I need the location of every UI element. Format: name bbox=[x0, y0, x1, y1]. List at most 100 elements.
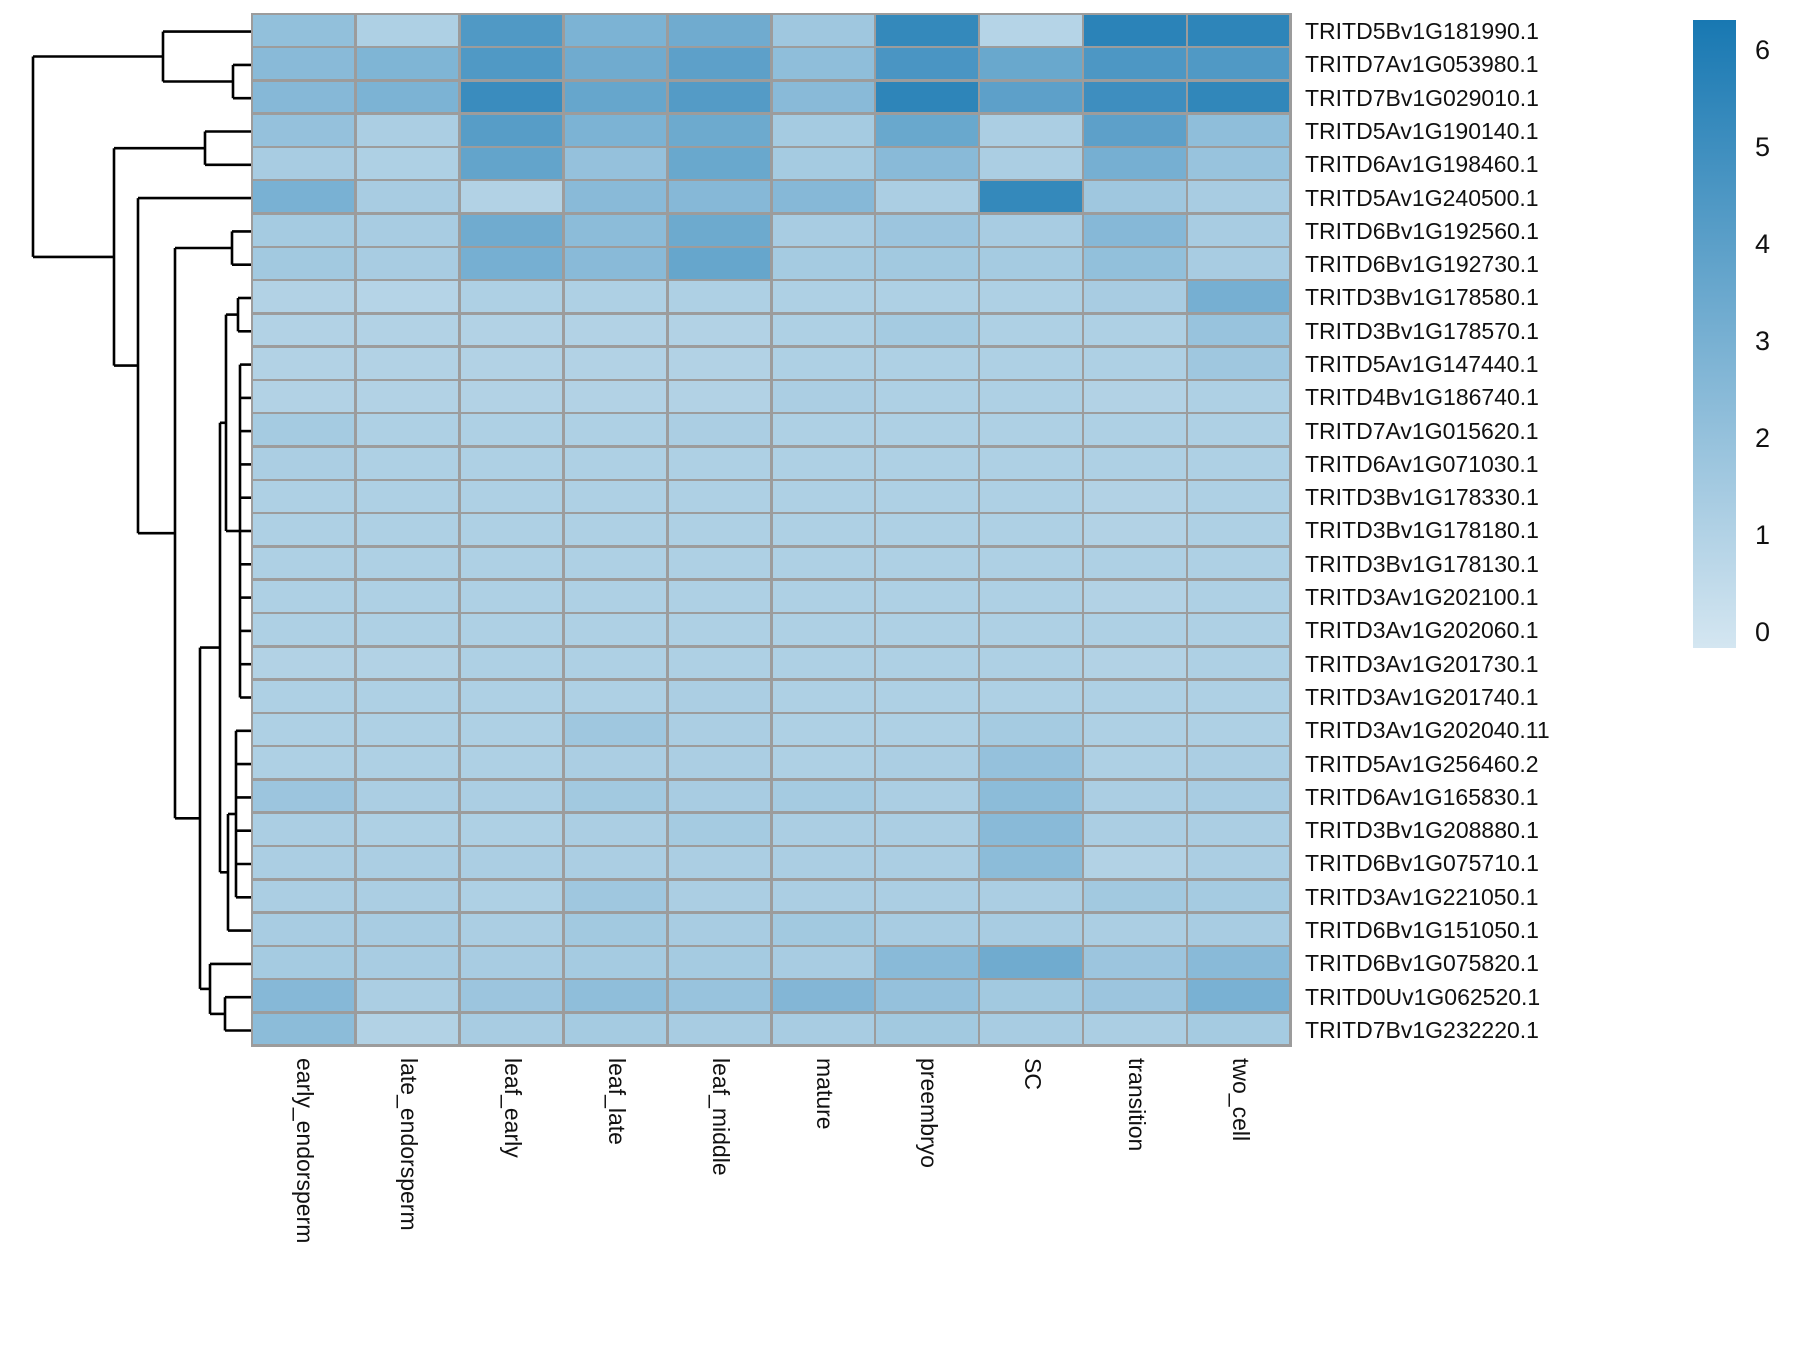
heatmap-cell bbox=[460, 847, 563, 879]
row-label: TRITD3Av1G202040.11 bbox=[1305, 717, 1550, 744]
heatmap-cell bbox=[1188, 1013, 1290, 1045]
heatmap-cell bbox=[772, 381, 874, 412]
heatmap-cell bbox=[980, 614, 1082, 645]
heatmap-cell bbox=[253, 913, 355, 945]
heatmap-cell bbox=[356, 114, 459, 146]
heatmap-cell bbox=[1188, 913, 1290, 945]
heatmap-cell bbox=[564, 947, 667, 978]
heatmap-cell bbox=[1188, 714, 1290, 745]
heatmap-cell bbox=[876, 780, 978, 812]
heatmap-cell bbox=[356, 248, 459, 279]
heatmap-cell bbox=[980, 381, 1082, 412]
heatmap-cell bbox=[1188, 414, 1290, 446]
heatmap-cell bbox=[1084, 880, 1186, 912]
heatmap-cell bbox=[1084, 15, 1186, 46]
heatmap-cell bbox=[1084, 614, 1186, 645]
heatmap-cell bbox=[356, 48, 459, 80]
heatmap-cell bbox=[253, 614, 355, 645]
heatmap-cell bbox=[876, 148, 978, 179]
heatmap-cell bbox=[668, 514, 770, 546]
heatmap-cell bbox=[1188, 680, 1290, 712]
heatmap-cell bbox=[876, 614, 978, 645]
heatmap-cell bbox=[980, 81, 1082, 113]
heatmap-cell bbox=[876, 114, 978, 146]
heatmap-cell bbox=[980, 847, 1082, 879]
heatmap-cell bbox=[1084, 847, 1186, 879]
heatmap-cell bbox=[876, 248, 978, 279]
heatmap-cell bbox=[564, 1013, 667, 1045]
heatmap-cell bbox=[1084, 747, 1186, 779]
heatmap-cell bbox=[356, 181, 459, 213]
heatmap-cell bbox=[253, 314, 355, 346]
heatmap-cell bbox=[1084, 1013, 1186, 1045]
heatmap-cell bbox=[460, 880, 563, 912]
heatmap-cell bbox=[1188, 514, 1290, 546]
heatmap-cell bbox=[253, 248, 355, 279]
colorbar-tick-label: 4 bbox=[1755, 229, 1771, 259]
row-label: TRITD3Bv1G178180.1 bbox=[1305, 517, 1539, 544]
heatmap-cell bbox=[980, 181, 1082, 213]
heatmap-cell bbox=[564, 414, 667, 446]
col-label: mature bbox=[811, 1058, 838, 1130]
colorbar-tick-label: 3 bbox=[1755, 326, 1771, 356]
row-label: TRITD5Bv1G181990.1 bbox=[1305, 18, 1539, 45]
heatmap-cell bbox=[253, 481, 355, 512]
heatmap-cell bbox=[1188, 780, 1290, 812]
heatmap-cell bbox=[876, 1013, 978, 1045]
heatmap-cell bbox=[253, 580, 355, 612]
heatmap-cell bbox=[253, 747, 355, 779]
heatmap-cell bbox=[564, 847, 667, 879]
heatmap-cell bbox=[772, 714, 874, 745]
heatmap-cell bbox=[1084, 680, 1186, 712]
heatmap-cell bbox=[772, 281, 874, 313]
row-label: TRITD7Bv1G029010.1 bbox=[1305, 84, 1539, 111]
heatmap-cell bbox=[668, 347, 770, 379]
heatmap-cell bbox=[980, 481, 1082, 512]
heatmap-cell bbox=[772, 248, 874, 279]
heatmap-cell bbox=[980, 514, 1082, 546]
heatmap-cell bbox=[356, 647, 459, 679]
colorbar-tick-label: 6 bbox=[1755, 35, 1771, 65]
heatmap-cell bbox=[564, 447, 667, 479]
row-label: TRITD5Av1G190140.1 bbox=[1305, 118, 1539, 144]
heatmap-cell bbox=[980, 980, 1082, 1012]
heatmap-cell bbox=[253, 148, 355, 179]
heatmap-cell bbox=[668, 281, 770, 313]
row-label: TRITD3Av1G201730.1 bbox=[1305, 650, 1539, 677]
heatmap-cell bbox=[1084, 81, 1186, 113]
row-label: TRITD7Av1G015620.1 bbox=[1305, 417, 1539, 444]
row-label: TRITD3Av1G202060.1 bbox=[1305, 617, 1539, 644]
heatmap-cell bbox=[1188, 847, 1290, 879]
heatmap-cell bbox=[460, 214, 563, 246]
heatmap-cell bbox=[564, 547, 667, 579]
heatmap-cell bbox=[1084, 780, 1186, 812]
heatmap-cell bbox=[564, 813, 667, 845]
row-label: TRITD6Bv1G075710.1 bbox=[1305, 850, 1539, 877]
heatmap-cell bbox=[460, 813, 563, 845]
heatmap-cell bbox=[772, 947, 874, 978]
col-label: two_cell bbox=[1227, 1058, 1254, 1142]
heatmap-cell bbox=[772, 514, 874, 546]
heatmap-cell bbox=[1084, 514, 1186, 546]
heatmap-cell bbox=[564, 680, 667, 712]
heatmap-cell bbox=[356, 614, 459, 645]
heatmap-cell bbox=[668, 114, 770, 146]
heatmap-cell bbox=[356, 81, 459, 113]
heatmap-cell bbox=[772, 547, 874, 579]
heatmap-cell bbox=[253, 780, 355, 812]
heatmap-cell bbox=[772, 913, 874, 945]
heatmap-cell bbox=[980, 447, 1082, 479]
row-label: TRITD6Av1G198460.1 bbox=[1305, 151, 1539, 178]
row-label: TRITD6Av1G165830.1 bbox=[1305, 783, 1539, 810]
heatmap-cell bbox=[253, 114, 355, 146]
heatmap-cell bbox=[253, 847, 355, 879]
heatmap-cell bbox=[668, 547, 770, 579]
heatmap-cell bbox=[1188, 980, 1290, 1012]
heatmap-cell bbox=[876, 181, 978, 213]
heatmap-cell bbox=[876, 980, 978, 1012]
row-label: TRITD5Av1G147440.1 bbox=[1305, 351, 1539, 378]
heatmap-cell bbox=[772, 447, 874, 479]
heatmap-cell bbox=[253, 880, 355, 912]
heatmap-cell bbox=[564, 248, 667, 279]
heatmap-cell bbox=[876, 947, 978, 978]
